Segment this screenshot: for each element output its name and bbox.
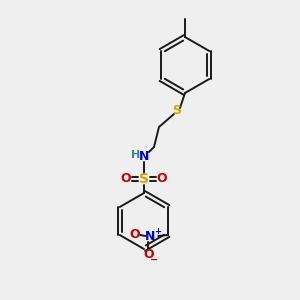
Text: N: N bbox=[145, 230, 155, 244]
Text: +: + bbox=[154, 227, 161, 236]
Text: O: O bbox=[143, 248, 154, 262]
Text: N: N bbox=[139, 151, 149, 164]
Text: −: − bbox=[150, 255, 158, 265]
Text: O: O bbox=[129, 229, 140, 242]
Text: H: H bbox=[131, 150, 141, 160]
Text: S: S bbox=[139, 172, 149, 186]
Text: O: O bbox=[121, 172, 131, 185]
Text: O: O bbox=[157, 172, 167, 185]
Text: S: S bbox=[172, 104, 182, 118]
